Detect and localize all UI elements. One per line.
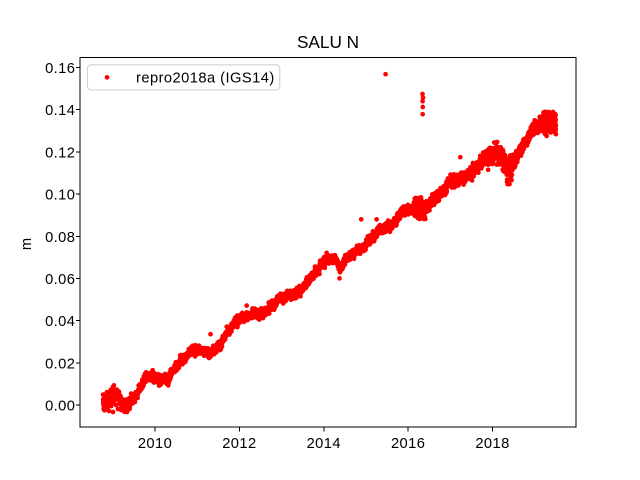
svg-text:0.10: 0.10 (45, 188, 75, 204)
svg-text:0.04: 0.04 (45, 314, 75, 330)
svg-text:2012: 2012 (222, 436, 256, 452)
svg-text:2014: 2014 (307, 436, 341, 452)
svg-text:m: m (19, 238, 35, 250)
svg-text:0.08: 0.08 (45, 230, 75, 246)
svg-text:2016: 2016 (391, 436, 425, 452)
svg-text:0.00: 0.00 (45, 399, 75, 415)
svg-text:2010: 2010 (138, 436, 172, 452)
svg-text:2018: 2018 (475, 436, 509, 452)
svg-text:0.16: 0.16 (45, 61, 75, 77)
svg-text:0.14: 0.14 (45, 103, 75, 119)
svg-text:0.02: 0.02 (45, 356, 75, 372)
svg-text:0.12: 0.12 (45, 145, 75, 161)
svg-text:repro2018a (IGS14): repro2018a (IGS14) (136, 71, 275, 87)
svg-text:SALU N: SALU N (297, 32, 359, 52)
svg-text:0.06: 0.06 (45, 272, 75, 288)
